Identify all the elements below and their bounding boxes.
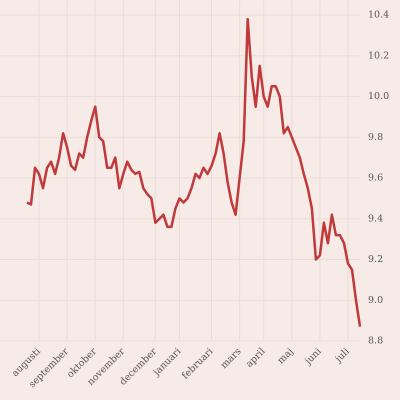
y-tick-label: 9.6 <box>368 173 383 184</box>
y-tick-label: 9.8 <box>368 132 383 143</box>
y-tick-label: 9.2 <box>368 254 383 265</box>
x-tick-label: april <box>244 346 268 370</box>
y-tick-label: 10.0 <box>368 91 389 102</box>
y-tick-label: 9.4 <box>368 213 383 224</box>
x-tick-label: februari <box>180 346 215 381</box>
x-tick-label: maj <box>275 346 295 366</box>
y-tick-label: 8.8 <box>368 336 383 347</box>
y-tick-label: 10.2 <box>368 50 389 61</box>
y-tick-label: 10.4 <box>368 10 389 21</box>
x-tick-label: juni <box>302 346 323 367</box>
y-tick-label: 9.0 <box>368 295 383 306</box>
price-line <box>26 17 362 327</box>
x-tick-label: juli <box>333 346 352 365</box>
x-tick-label: mars <box>219 346 244 371</box>
